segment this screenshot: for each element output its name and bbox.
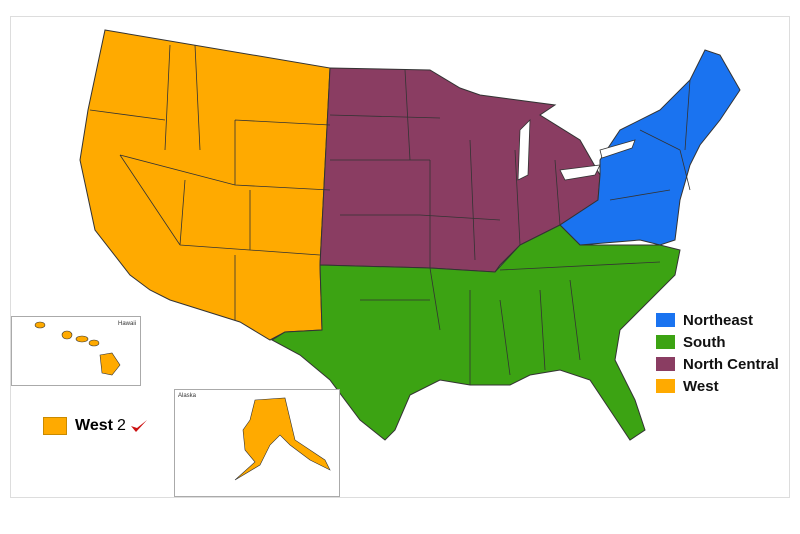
- legend-item-northeast: Northeast: [656, 309, 779, 331]
- hawaii-inset: Hawaii: [11, 316, 141, 386]
- region-west: [79, 29, 331, 341]
- legend-swatch: [656, 357, 675, 371]
- region-south: [270, 224, 681, 441]
- hawaii-shape: [34, 321, 121, 376]
- legend: Northeast South North Central West: [656, 309, 779, 397]
- legend-label: Northeast: [683, 311, 754, 329]
- region-northeast: [559, 49, 741, 246]
- legend-swatch: [656, 379, 675, 393]
- alaska-inset: Alaska: [174, 389, 340, 497]
- legend-item-south: South: [656, 331, 779, 353]
- west-swatch: [43, 417, 67, 435]
- legend-item-north-central: North Central: [656, 353, 779, 375]
- alaska-shape: [234, 397, 331, 481]
- legend-label: West: [683, 377, 719, 395]
- hawaii-label: Hawaii: [117, 321, 136, 327]
- west-annotation: West 2: [43, 417, 149, 435]
- legend-item-west: West: [656, 375, 779, 397]
- legend-swatch: [656, 335, 675, 349]
- map-frame: [10, 16, 790, 498]
- checkmark-icon: [130, 420, 147, 432]
- great-lakes: [517, 118, 636, 181]
- legend-swatch: [656, 313, 675, 327]
- west-annotation-number: 2: [116, 417, 126, 434]
- legend-label: North Central: [683, 355, 779, 373]
- west-annotation-label: West: [75, 417, 113, 434]
- alaska-label: Alaska: [178, 393, 197, 399]
- legend-label: South: [683, 333, 726, 351]
- state-lines: [89, 44, 691, 385]
